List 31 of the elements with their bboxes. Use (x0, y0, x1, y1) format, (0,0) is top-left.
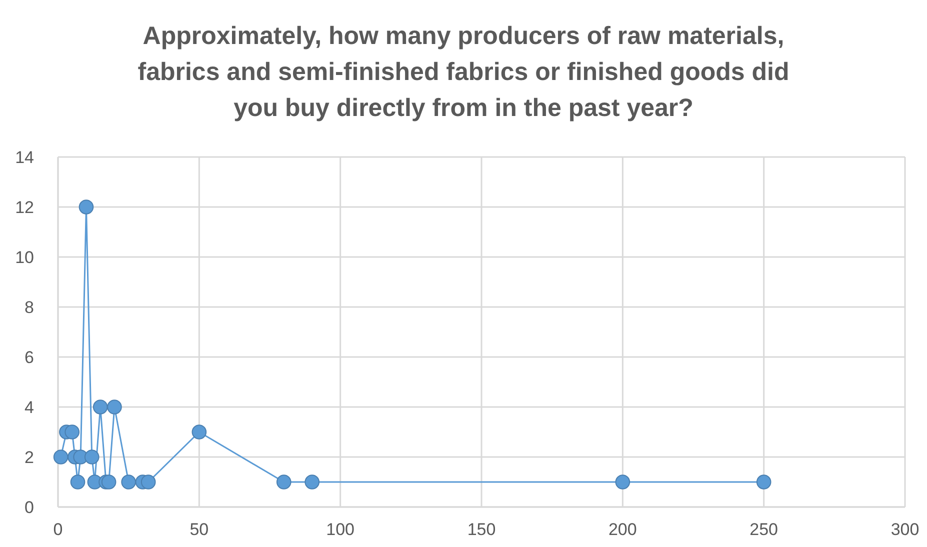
y-tick-label: 14 (15, 148, 34, 167)
y-tick-label: 2 (24, 448, 34, 467)
point (107, 400, 122, 414)
chart-title: Approximately, how many producers of raw materials, fabrics and semi-finished fabrics or finished goods did you buy directly from in the past year? (138, 22, 790, 122)
y-tick-label: 0 (24, 498, 34, 517)
point (84, 450, 100, 464)
point (121, 474, 136, 490)
x-tick-label: 250 (750, 520, 778, 539)
point (92, 400, 108, 414)
x-tick-label: 200 (608, 520, 637, 539)
y-tick-label: 4 (24, 398, 34, 417)
point (140, 474, 156, 490)
x-tick-label: 150 (467, 520, 496, 539)
point (192, 424, 207, 440)
point (304, 474, 320, 490)
point (756, 474, 772, 490)
point (276, 474, 292, 490)
y-tick-label: 6 (24, 348, 34, 367)
y-tick-label: 8 (24, 298, 34, 317)
y-tick-label: 10 (15, 248, 34, 267)
point (78, 200, 94, 214)
x-tick-label: 100 (326, 520, 355, 539)
x-tick-label: 300 (890, 520, 920, 539)
point (53, 450, 68, 464)
x-tick-label: 50 (190, 520, 209, 539)
point (101, 474, 116, 490)
point (64, 424, 80, 440)
point (615, 474, 630, 490)
y-tick-label: 12 (15, 198, 34, 217)
x-tick-label: 0 (53, 520, 63, 539)
point (70, 474, 86, 490)
